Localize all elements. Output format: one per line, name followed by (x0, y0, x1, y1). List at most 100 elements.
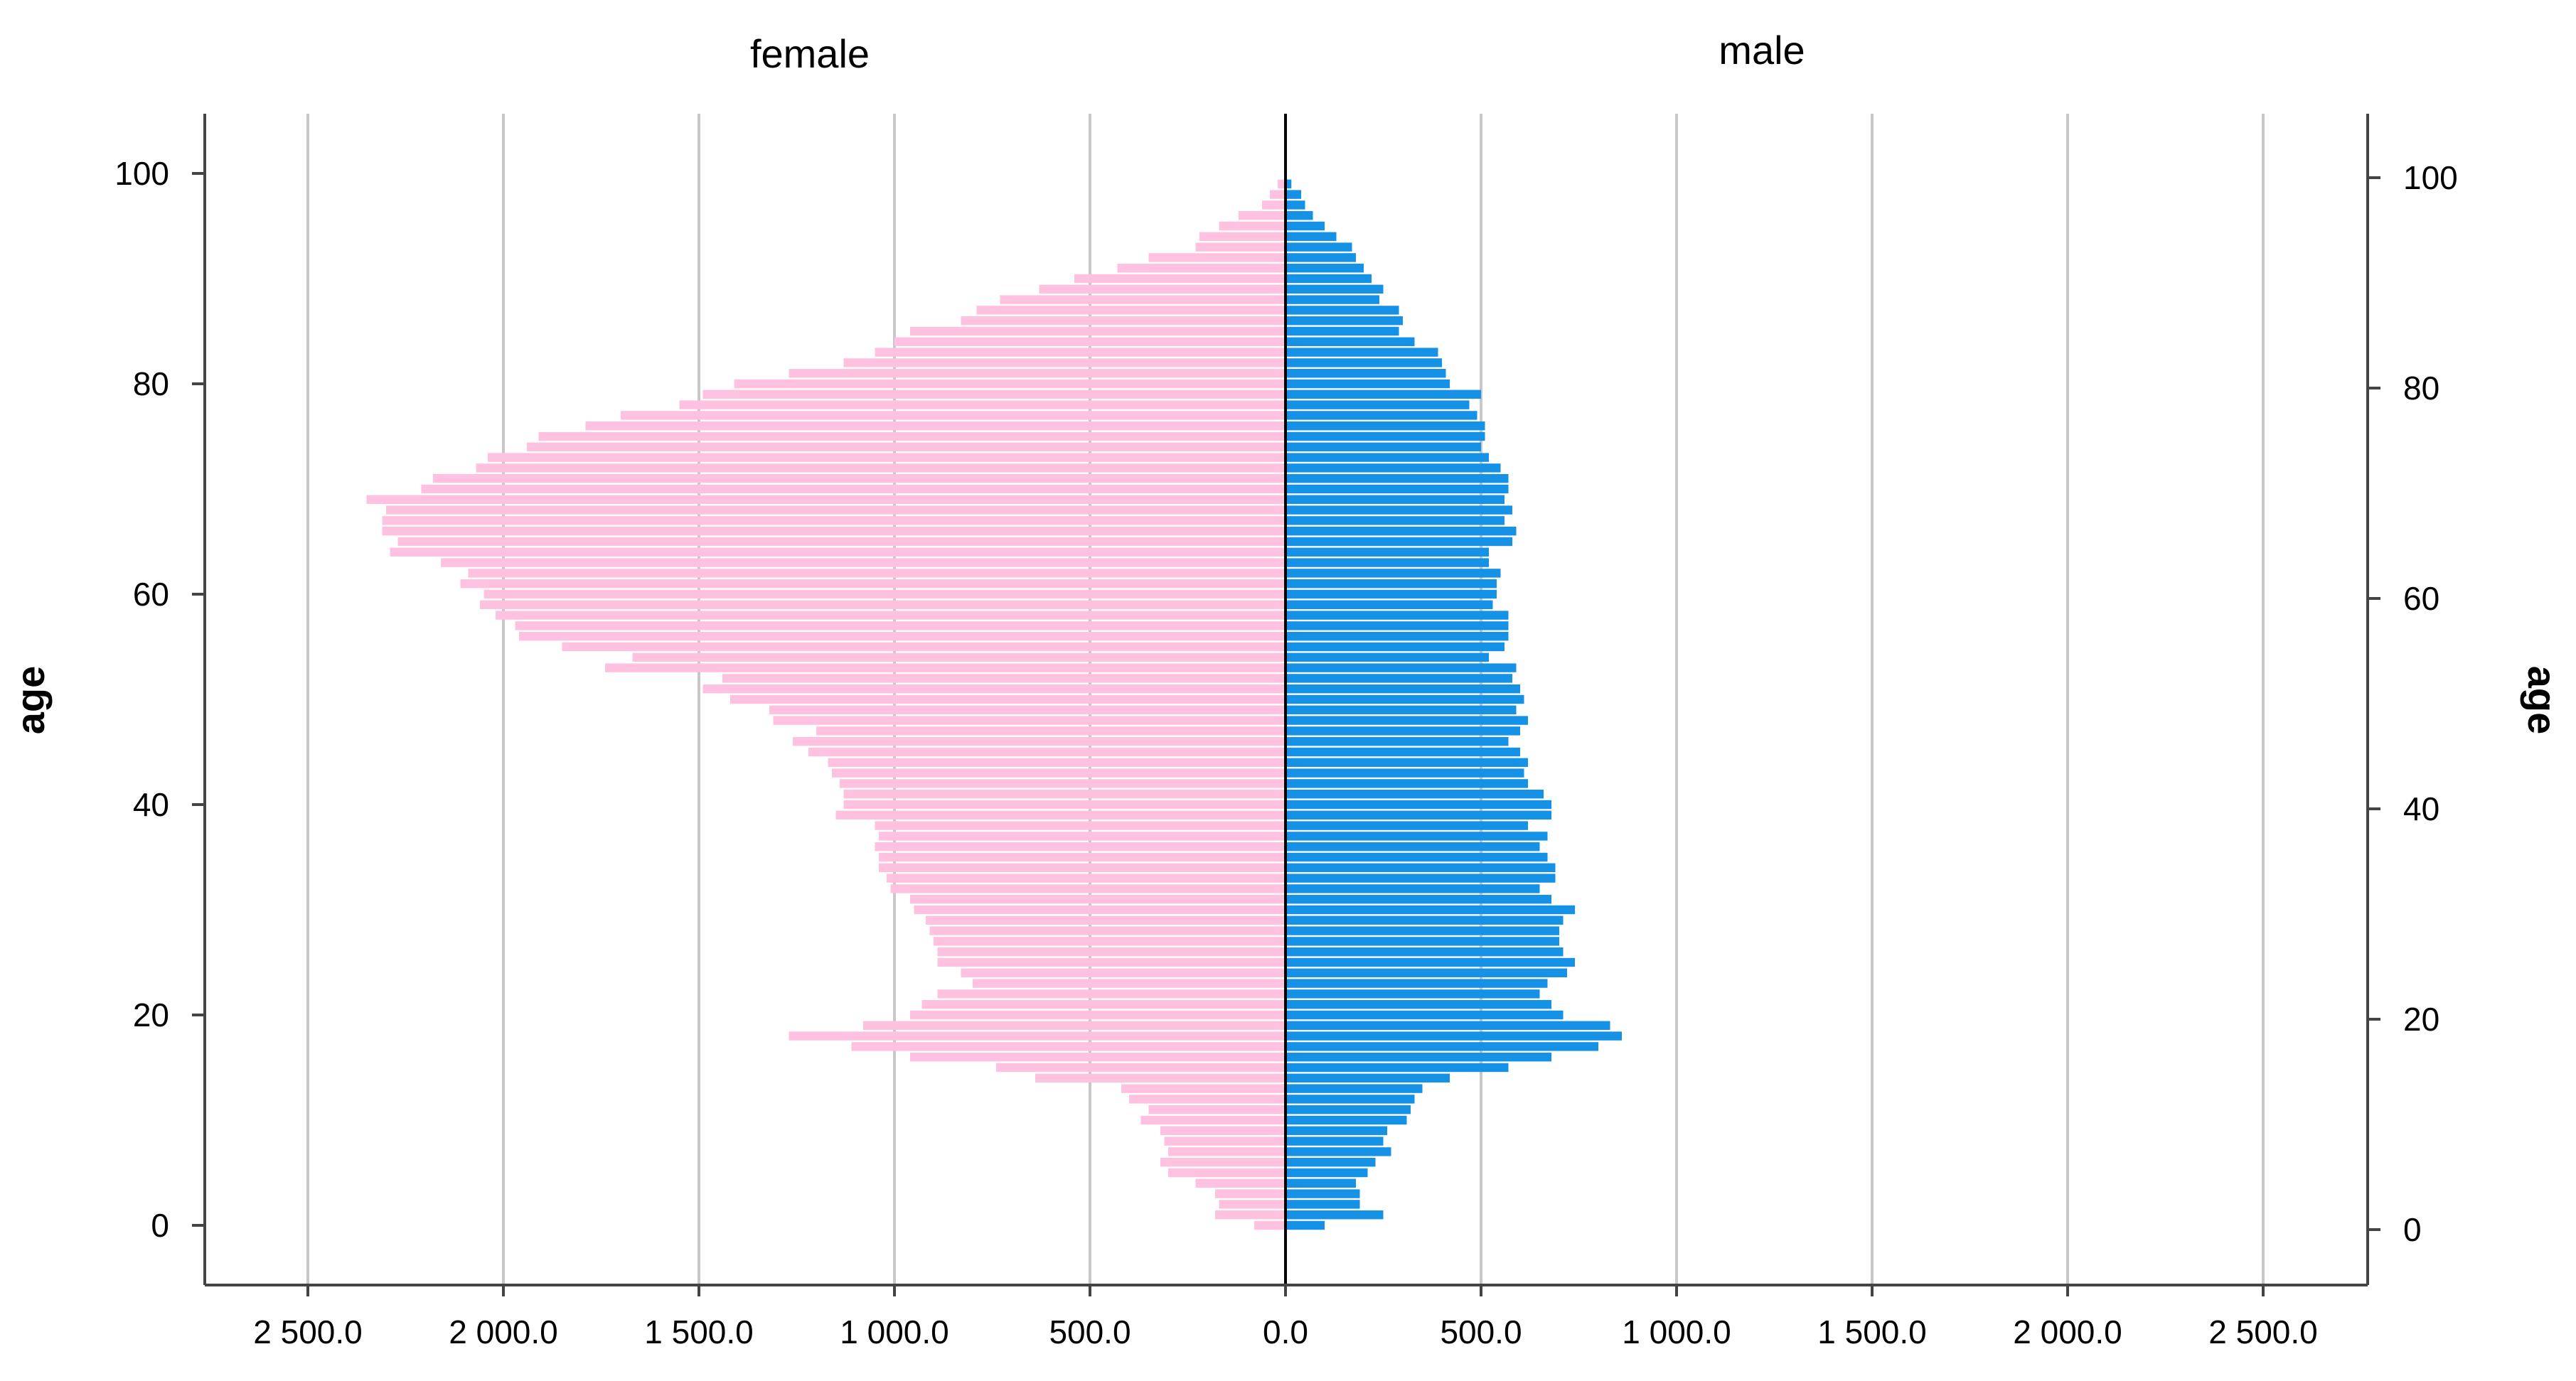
bar-female-age-75 (538, 431, 1286, 441)
bar-male-age-77 (1286, 411, 1477, 420)
bar-male-age-41 (1286, 790, 1544, 799)
bar-female-age-47 (816, 726, 1286, 736)
bar-male-age-87 (1286, 306, 1399, 315)
bar-male-age-9 (1286, 1126, 1387, 1135)
bar-female-age-18 (789, 1031, 1286, 1041)
bar-male-age-78 (1286, 400, 1470, 409)
bar-male-age-69 (1286, 495, 1505, 504)
bar-female-age-60 (483, 589, 1286, 599)
bar-female-age-84 (894, 337, 1286, 346)
bar-male-age-55 (1286, 642, 1505, 652)
x-tick-label: 1 000.0 (1622, 1313, 1731, 1350)
x-tick-label: 2 000.0 (449, 1313, 557, 1350)
bar-female-age-69 (366, 495, 1286, 504)
bar-female-age-43 (832, 768, 1286, 778)
label-layer: female male age age (8, 28, 2565, 734)
bar-female-age-72 (476, 463, 1286, 473)
x-tick-label: 1 500.0 (1817, 1313, 1926, 1350)
bar-female-age-15 (996, 1063, 1286, 1073)
bar-male-age-25 (1286, 957, 1575, 967)
bar-male-age-4 (1286, 1178, 1356, 1188)
x-tick-label: 500.0 (1440, 1313, 1522, 1350)
bar-male-age-83 (1286, 348, 1438, 357)
bar-female-age-55 (562, 642, 1286, 652)
bar-male-age-17 (1286, 1042, 1598, 1051)
bar-male-age-38 (1286, 821, 1528, 830)
y-tick-label-right: 40 (2403, 790, 2439, 827)
bar-male-age-72 (1286, 463, 1501, 473)
bar-female-age-80 (734, 379, 1286, 389)
bar-female-age-5 (1168, 1168, 1286, 1178)
bar-female-age-94 (1199, 232, 1286, 241)
bar-female-age-24 (961, 968, 1286, 977)
x-tick-label: 0.0 (1263, 1313, 1308, 1350)
bar-male-age-5 (1286, 1168, 1368, 1178)
bar-female-age-33 (887, 874, 1286, 883)
bar-female-age-54 (632, 652, 1286, 662)
bar-female-age-32 (890, 884, 1286, 893)
bar-male-age-39 (1286, 810, 1551, 820)
bar-male-age-24 (1286, 968, 1567, 977)
panel-title-female: female (750, 31, 870, 76)
bars-layer (366, 179, 1622, 1230)
y-tick-label-left: 80 (133, 365, 169, 402)
bar-female-age-22 (937, 989, 1286, 999)
bar-female-age-4 (1195, 1178, 1286, 1188)
bar-male-age-6 (1286, 1158, 1376, 1167)
bar-male-age-60 (1286, 589, 1497, 599)
bar-female-age-93 (1195, 242, 1286, 252)
bar-female-age-67 (382, 516, 1286, 525)
y-tick-label-left: 40 (133, 786, 169, 823)
bar-male-age-40 (1286, 800, 1551, 810)
bar-male-age-50 (1286, 694, 1524, 704)
bar-male-age-96 (1286, 211, 1313, 220)
bar-female-age-51 (702, 684, 1286, 694)
bar-male-age-33 (1286, 874, 1556, 883)
y-tick-label-right: 100 (2403, 159, 2458, 196)
bar-male-age-63 (1286, 558, 1489, 567)
bar-male-age-49 (1286, 705, 1517, 714)
bar-female-age-13 (1121, 1084, 1286, 1093)
bar-male-age-35 (1286, 852, 1548, 862)
bar-female-age-21 (921, 1000, 1286, 1009)
bar-female-age-85 (910, 326, 1286, 336)
bar-male-age-43 (1286, 768, 1524, 778)
bar-male-age-27 (1286, 937, 1559, 946)
bar-male-age-2 (1286, 1200, 1360, 1209)
bar-female-age-44 (828, 758, 1286, 767)
axis-layer: 2 500.0 2 000.0 1 500.0 1 000.0 500.0 0.0 500.… (114, 114, 2458, 1350)
y-tick-label-right: 60 (2403, 580, 2439, 617)
x-tick-label: 2 500.0 (253, 1313, 362, 1350)
bar-female-age-3 (1215, 1189, 1286, 1198)
bar-male-age-93 (1286, 242, 1352, 252)
bar-female-age-31 (910, 895, 1286, 904)
bar-female-age-86 (961, 316, 1286, 326)
bar-male-age-99 (1286, 179, 1292, 188)
bar-female-age-88 (1000, 295, 1286, 304)
bar-male-age-36 (1286, 842, 1540, 851)
bar-male-age-79 (1286, 389, 1481, 399)
y-tick-label-right: 20 (2403, 1001, 2439, 1038)
bar-male-age-71 (1286, 474, 1509, 483)
bar-male-age-12 (1286, 1095, 1415, 1104)
bar-male-age-70 (1286, 484, 1509, 494)
bar-female-age-96 (1239, 211, 1286, 220)
bar-male-age-18 (1286, 1031, 1622, 1041)
bar-male-age-29 (1286, 915, 1564, 925)
bar-male-age-34 (1286, 863, 1556, 872)
bar-female-age-10 (1140, 1115, 1286, 1125)
bar-male-age-91 (1286, 264, 1364, 273)
bar-male-age-8 (1286, 1136, 1384, 1146)
bar-male-age-86 (1286, 316, 1403, 326)
bar-male-age-74 (1286, 442, 1481, 451)
bar-male-age-92 (1286, 253, 1356, 262)
bar-female-age-25 (937, 957, 1286, 967)
bar-female-age-99 (1278, 179, 1286, 188)
bar-male-age-81 (1286, 369, 1446, 378)
bar-female-age-6 (1160, 1158, 1286, 1167)
bar-male-age-32 (1286, 884, 1540, 893)
bar-male-age-94 (1286, 232, 1337, 241)
bar-female-age-89 (1039, 284, 1286, 294)
bar-male-age-13 (1286, 1084, 1423, 1093)
